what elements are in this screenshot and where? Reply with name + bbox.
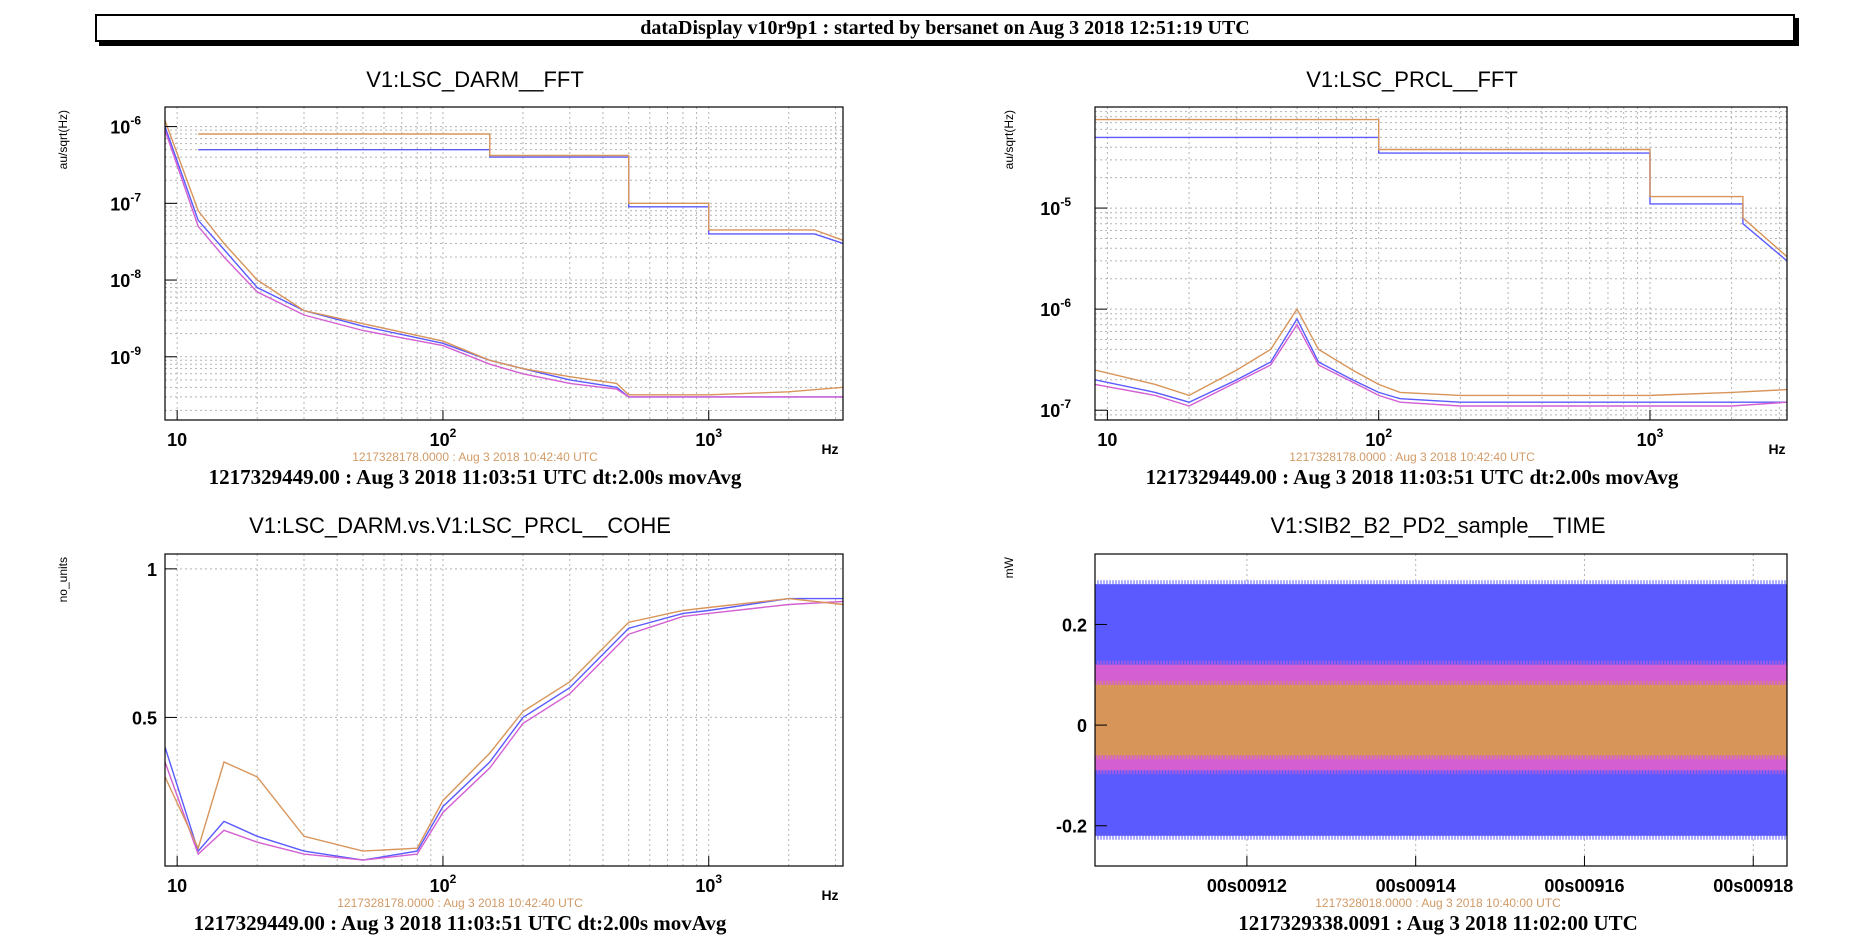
y-tick-label: 10-8 xyxy=(110,267,141,291)
y-axis-label: no_units xyxy=(56,557,70,602)
x-unit-label: Hz xyxy=(1768,441,1785,457)
x-tick-label: 00s00912 xyxy=(1207,876,1287,896)
series-line-4 xyxy=(1095,136,1787,262)
gps-time-footer: 1217329449.00 : Aug 3 2018 11:03:51 UTC … xyxy=(194,911,727,935)
grid-lines xyxy=(1095,107,1787,420)
chart-title: V1:LSC_DARM__FFT xyxy=(366,67,584,92)
x-tick-label: 102 xyxy=(430,426,457,450)
y-axis-label: au/sqrt(Hz) xyxy=(1002,110,1016,169)
grid-lines xyxy=(165,554,843,866)
chart-title: V1:LSC_PRCL__FFT xyxy=(1306,67,1518,92)
reference-time: 1217328178.0000 : Aug 3 2018 10:42:40 UT… xyxy=(337,896,583,910)
chart-panel-3: 10 102 103 0.5 1 V1:LSC_DARM.vs.V1:LSC_PRCL__… xyxy=(56,513,844,935)
y-tick-label: 0.2 xyxy=(1062,615,1087,635)
series-line-2 xyxy=(1095,323,1787,407)
x-tick-label: 10 xyxy=(167,876,187,896)
y-tick-label: 10-6 xyxy=(110,114,141,138)
reference-time: 1217328178.0000 : Aug 3 2018 10:42:40 UT… xyxy=(1289,450,1535,464)
y-tick-label: 10-7 xyxy=(1040,397,1071,421)
y-axis-label: au/sqrt(Hz) xyxy=(56,110,70,169)
series-line-3 xyxy=(165,597,843,852)
x-tick-label: 00s00918 xyxy=(1713,876,1793,896)
y-axis-label: mW xyxy=(1002,556,1016,578)
x-tick-label: 103 xyxy=(1637,426,1664,450)
header-title: dataDisplay v10r9p1 : started by bersane… xyxy=(640,16,1250,39)
grid-lines xyxy=(165,107,843,420)
series-line-2 xyxy=(165,600,843,861)
y-tick-label: 1 xyxy=(147,560,157,580)
y-tick-label: -0.2 xyxy=(1056,817,1087,837)
y-tick-label: 10-9 xyxy=(110,344,141,368)
chart-panel-1: 10 102 103 10-9 10-8 10-7 10-6 V1:LSC_DARM__FFT… xyxy=(56,67,844,489)
y-tick-label: 0 xyxy=(1077,716,1087,736)
series-line-5 xyxy=(1095,118,1787,258)
x-tick-label: 102 xyxy=(1365,426,1392,450)
x-tick-label: 00s00916 xyxy=(1544,876,1624,896)
gps-time-footer: 1217329449.00 : Aug 3 2018 11:03:51 UTC … xyxy=(209,465,742,489)
gps-time-footer: 1217329449.00 : Aug 3 2018 11:03:51 UTC … xyxy=(1146,465,1679,489)
reference-time: 1217328178.0000 : Aug 3 2018 10:42:40 UT… xyxy=(352,450,598,464)
x-tick-label: 103 xyxy=(695,872,722,896)
plot-frame xyxy=(164,106,844,421)
plot-frame xyxy=(164,553,844,867)
plot-frame xyxy=(1094,106,1788,421)
y-tick-label: 0.5 xyxy=(132,708,157,728)
series-line-1 xyxy=(165,597,843,861)
x-tick-label: 103 xyxy=(695,426,722,450)
reference-time: 1217328018.0000 : Aug 3 2018 10:40:00 UT… xyxy=(1315,896,1561,910)
x-unit-label: Hz xyxy=(821,887,838,903)
x-unit-label: Hz xyxy=(821,441,838,457)
y-tick-label: 10-6 xyxy=(1040,296,1071,320)
series-line-5 xyxy=(198,133,843,241)
y-tick-label: 10-7 xyxy=(110,190,141,214)
display-header: dataDisplay v10r9p1 : started by bersane… xyxy=(95,14,1795,42)
chart-panel-2: 10 102 103 10-7 10-6 10-5 V1:LSC_PRCL__FFT au/s… xyxy=(1002,67,1788,489)
series-line-1 xyxy=(1095,317,1787,403)
series-line-3 xyxy=(1095,307,1787,397)
x-tick-label: 102 xyxy=(430,872,457,896)
chart-panel-4: 00s00912 00s00914 00s00916 00s00918 -0.2 0 0.2… xyxy=(1002,513,1793,935)
gps-time-footer: 1217329338.0091 : Aug 3 2018 11:02:00 UT… xyxy=(1238,911,1638,935)
series-band-3 xyxy=(1095,680,1787,760)
chart-title: V1:LSC_DARM.vs.V1:LSC_PRCL__COHE xyxy=(249,513,671,538)
series-line-3 xyxy=(165,120,843,396)
plot-frame xyxy=(1094,553,1788,867)
x-tick-label: 00s00914 xyxy=(1376,876,1456,896)
series-line-2 xyxy=(165,129,843,398)
x-tick-label: 10 xyxy=(167,430,187,450)
chart-title: V1:SIB2_B2_PD2_sample__TIME xyxy=(1270,513,1605,538)
y-tick-label: 10-5 xyxy=(1040,195,1071,219)
x-tick-label: 10 xyxy=(1097,430,1117,450)
